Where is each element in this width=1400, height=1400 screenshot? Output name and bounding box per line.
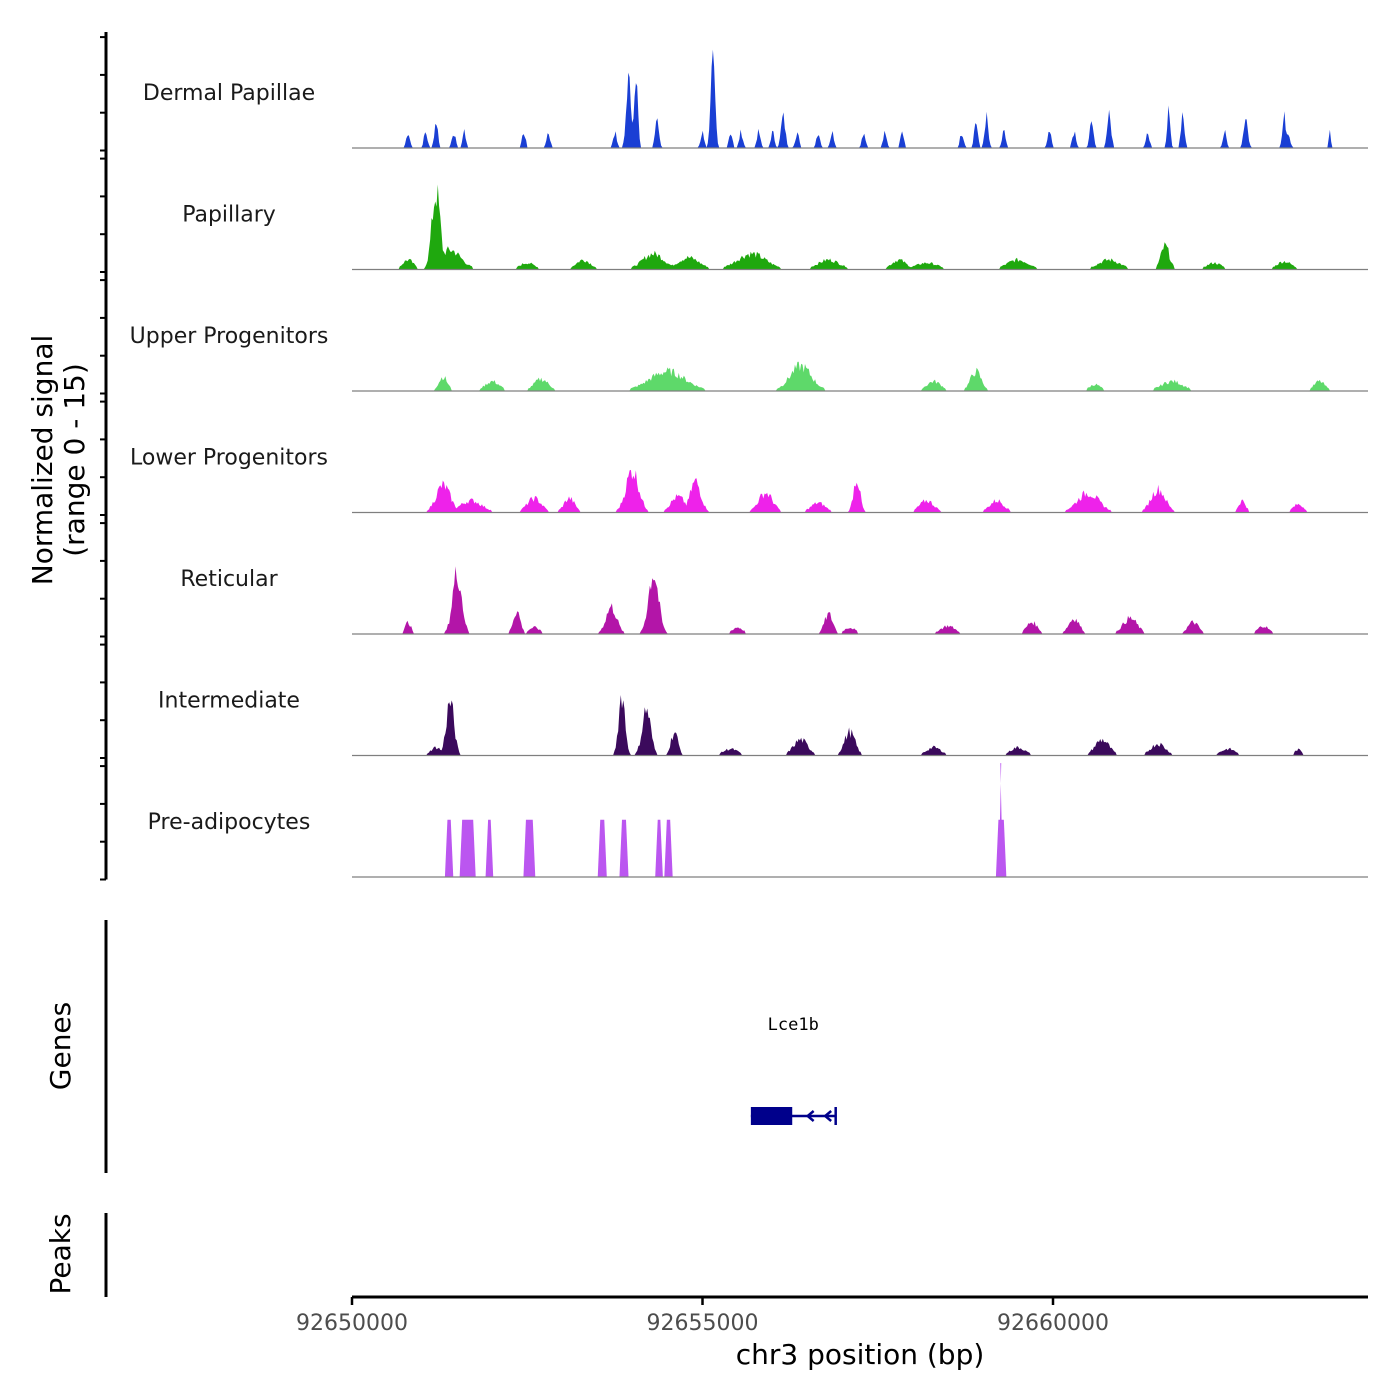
track-label: Upper Progenitors [130, 324, 329, 349]
track-pre-adipocytes: Pre-adipocytes [148, 763, 1368, 878]
gene-exon-block [750, 1107, 793, 1125]
track-label: Lower Progenitors [130, 446, 328, 471]
coverage-area [352, 184, 1376, 269]
track-dermal-papillae: Dermal Papillae [143, 49, 1376, 149]
coverage-bar [619, 819, 629, 877]
coverage-area [352, 566, 1376, 634]
coverage-area [352, 695, 1376, 755]
genes-panel: Lce1b [104, 920, 837, 1173]
peaks-panel-title: Peaks [44, 1213, 77, 1294]
gene-strand-arrow [823, 1110, 832, 1122]
y-axis-title-line2: (range 0 - 15) [58, 363, 91, 557]
coverage-area [352, 361, 1376, 391]
track-papillary: Papillary [182, 184, 1376, 271]
x-axis-title: chr3 position (bp) [736, 1338, 985, 1371]
coverage-bar [655, 819, 663, 877]
genes-panel-title: Genes [44, 1002, 77, 1090]
coverage-bar [597, 819, 607, 877]
coverage-bar [485, 819, 494, 877]
y-axis-title-line1: Normalized signal [26, 335, 59, 586]
signal-y-axis [100, 32, 108, 881]
track-label: Papillary [182, 203, 276, 228]
gene-label: Lce1b [768, 1015, 819, 1035]
x-axis: 92650000 92655000 92660000 [296, 1295, 1368, 1336]
coverage-area [352, 469, 1376, 512]
signal-tracks: Dermal Papillae Papillary Upper Progenitor… [130, 49, 1376, 878]
track-upper-progenitors: Upper Progenitors [130, 324, 1376, 392]
coverage-bar [444, 819, 454, 877]
coverage-bar [664, 819, 673, 877]
gene-strand-arrow [805, 1110, 815, 1122]
x-tick-label: 92660000 [997, 1311, 1109, 1336]
coverage-bar [459, 819, 476, 877]
track-intermediate: Intermediate [158, 689, 1376, 757]
track-lower-progenitors: Lower Progenitors [130, 446, 1376, 514]
x-tick-label: 92655000 [647, 1311, 759, 1336]
coverage-area [352, 49, 1376, 148]
coverage-bar [523, 819, 536, 877]
x-tick-label: 92650000 [296, 1311, 408, 1336]
track-reticular: Reticular [180, 566, 1376, 635]
coverage-bar [998, 763, 1003, 877]
track-label: Intermediate [158, 689, 300, 714]
track-label: Reticular [180, 567, 278, 592]
track-label: Dermal Papillae [143, 81, 315, 106]
track-label: Pre-adipocytes [148, 810, 311, 835]
